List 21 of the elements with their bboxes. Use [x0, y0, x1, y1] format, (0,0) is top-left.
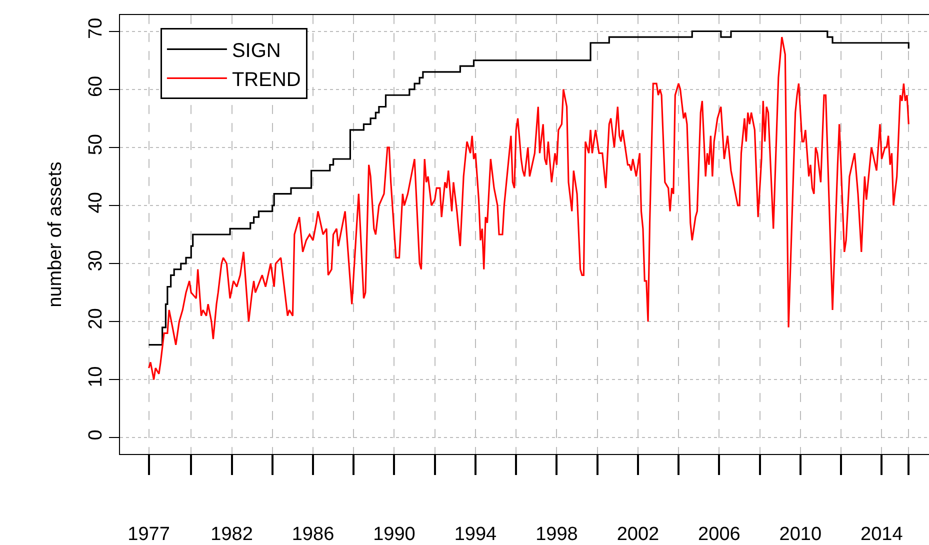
y-tick-label: 10: [85, 366, 106, 388]
y-tick-label: 70: [85, 18, 106, 39]
y-tick-label: 0: [85, 430, 106, 440]
y-tick-label: 30: [85, 250, 106, 272]
y-tick-label: 20: [85, 308, 106, 330]
legend-label: TREND: [232, 68, 301, 91]
y-tick-label: 40: [85, 192, 106, 214]
legend-label: SIGN: [232, 40, 281, 62]
x-tick-label: 2014: [860, 524, 904, 545]
x-tick-label: 1990: [373, 524, 416, 545]
x-tick-label: 2006: [698, 524, 740, 545]
x-tick-label: 1982: [210, 524, 253, 545]
y-tick-label: 60: [85, 76, 106, 98]
x-tick-label: 1994: [454, 524, 498, 545]
x-tick-label: 1998: [536, 524, 578, 545]
x-tick-label: 2010: [779, 524, 822, 545]
x-tick-label: 1986: [292, 524, 334, 545]
x-tick-label: 1977: [128, 524, 170, 545]
y-tick-label: 50: [85, 134, 106, 156]
x-tick-label: 2002: [616, 524, 660, 545]
y-axis-title: number of assets: [45, 162, 66, 308]
